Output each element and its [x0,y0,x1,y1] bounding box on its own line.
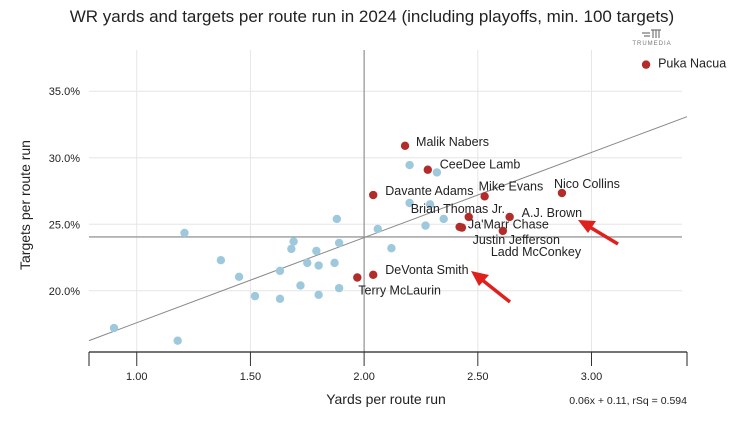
arrow-to-devonta-smith [471,271,512,304]
point-label: Ladd McConkey [491,245,582,259]
highlighted-point [641,60,651,69]
x-tick-label: 3.00 [581,371,602,383]
y-tick-label: 35.0% [49,86,80,98]
data-point [287,244,296,254]
x-axis-ticks: 1.00 1.50 2.00 2.50 3.00 [126,352,602,383]
data-point [180,228,189,238]
annotation-arrows [471,220,619,304]
data-point [332,214,342,224]
data-point [314,290,323,299]
point-label: Davante Adams [385,184,473,198]
highlighted-points: Puka Nacua Malik Nabers CeeDee Lamb Davante… [353,57,726,297]
data-point [439,214,448,224]
highlighted-point [480,192,489,201]
other-points [109,160,448,345]
data-point [421,221,430,230]
data-point [250,291,260,301]
point-label: Justin Jefferson [473,233,560,247]
data-point [432,168,442,177]
trend-line [88,116,688,342]
data-point [330,258,339,268]
point-label: DeVonta Smith [385,263,468,277]
highlighted-point [353,273,362,282]
x-tick-label: 1.00 [126,371,147,383]
gridlines [89,50,682,352]
data-point [405,160,414,170]
data-point [275,266,285,276]
chart-title: WR yards and targets per route run in 20… [70,7,674,26]
highlighted-point [464,212,473,222]
arrow-to-aj-brown [578,220,619,246]
point-label: CeeDee Lamb [440,158,521,172]
data-point [425,200,435,209]
point-label: Ja'Marr Chase [468,218,549,232]
axes [88,351,688,366]
data-point [289,237,298,246]
point-label: Brian Thomas Jr. [411,202,505,216]
x-tick-label: 2.00 [353,371,374,383]
data-point [373,224,382,234]
highlighted-point [400,141,410,150]
x-axis-label: Yards per route run [326,391,446,407]
point-label: Terry McLaurin [358,283,441,297]
mean-lines [89,50,682,352]
data-point [216,256,226,265]
highlighted-point [423,165,432,174]
highlighted-point [557,188,567,198]
data-point [387,244,396,253]
point-label: Malik Nabers [416,135,489,149]
highlighted-point [369,190,378,200]
x-tick-label: 2.50 [467,371,488,383]
data-point [275,294,285,303]
data-point [173,336,182,345]
highlighted-point [369,270,378,280]
trumedia-logo: TRUMEDIA [632,29,671,47]
y-tick-label: 20.0% [49,286,80,298]
regression-label: 0.06x + 0.11, rSq = 0.594 [569,395,687,407]
y-tick-label: 25.0% [49,219,80,231]
highlighted-point [455,222,464,232]
logo-text: TRUMEDIA [632,41,671,47]
data-point [109,323,119,333]
data-point [405,198,414,208]
x-tick-label: 1.50 [240,371,261,383]
data-point [312,246,321,256]
data-point [334,238,344,248]
data-point [303,258,312,268]
highlighted-point [505,212,514,222]
data-point [296,281,305,290]
point-label: Puka Nacua [658,57,726,71]
point-label: Nico Collins [554,177,620,191]
data-point [314,261,323,270]
data-point [234,272,244,282]
highlighted-point [498,226,508,236]
point-label: Mike Evans [479,179,544,193]
point-label: A.J. Brown [522,206,582,220]
y-axis-label: Targets per route run [17,140,33,270]
data-point [334,283,344,293]
y-axis-ticks: 20.0% 25.0% 30.0% 35.0% [49,86,80,298]
y-tick-label: 30.0% [49,153,80,165]
